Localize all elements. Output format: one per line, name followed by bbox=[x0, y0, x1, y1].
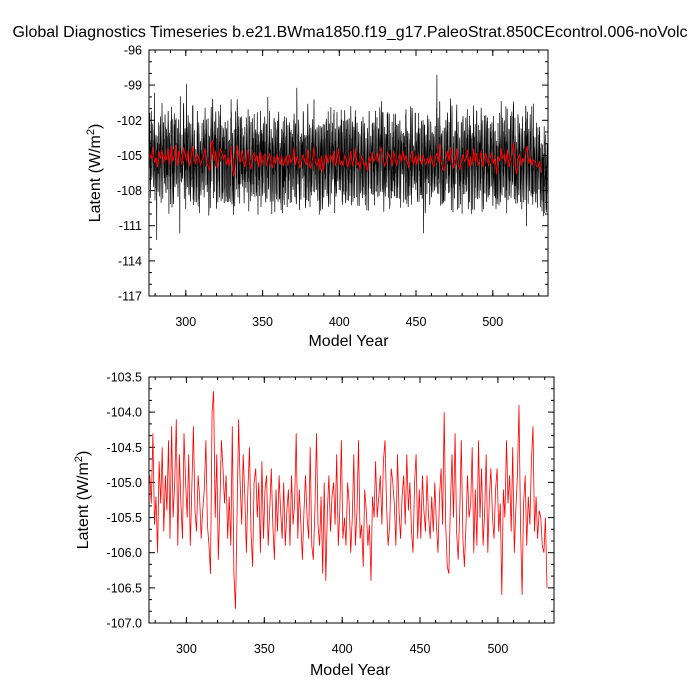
x-tick-label: 350 bbox=[254, 642, 275, 656]
figure-title: Global Diagnostics Timeseries b.e21.BWma… bbox=[12, 24, 687, 41]
y-axis-label: Latent (W/m2) bbox=[73, 451, 92, 550]
x-tick-label: 400 bbox=[329, 315, 350, 329]
x-tick-label: 500 bbox=[482, 315, 503, 329]
x-tick-label: 500 bbox=[487, 642, 508, 656]
x-tick-label: 300 bbox=[175, 315, 196, 329]
y-tick-label: -104.5 bbox=[107, 441, 142, 455]
y-axis-label: Latent (W/m2) bbox=[85, 124, 104, 223]
y-tick-label: -117 bbox=[118, 290, 142, 304]
y-tick-label: -106.0 bbox=[107, 546, 142, 560]
x-tick-label: 450 bbox=[406, 315, 427, 329]
x-tick-label: 400 bbox=[332, 642, 353, 656]
y-tick-label: -106.5 bbox=[107, 581, 142, 595]
x-tick-label: 300 bbox=[176, 642, 197, 656]
data-marks bbox=[148, 74, 549, 241]
y-tick-label: -114 bbox=[118, 254, 142, 268]
y-tick-label: -108 bbox=[117, 184, 142, 198]
y-tick-label: -105.5 bbox=[107, 511, 142, 525]
y-tick-label: -107.0 bbox=[107, 617, 142, 631]
x-tick-label: 350 bbox=[252, 315, 273, 329]
y-tick-label: -96 bbox=[124, 44, 142, 58]
y-tick-label: -103.5 bbox=[107, 371, 142, 385]
monthly-series-line bbox=[148, 74, 549, 241]
annual-series-line bbox=[149, 391, 548, 609]
y-tick-label: -99 bbox=[124, 79, 142, 93]
x-tick-label: 450 bbox=[410, 642, 431, 656]
y-tick-label: -104.0 bbox=[107, 406, 142, 420]
data-marks bbox=[149, 391, 548, 609]
chart-annual: 300 350 400 450 500 -103.5 -104.0 -104.5 -105.0 -… bbox=[73, 371, 555, 679]
annual-series-line bbox=[149, 140, 542, 177]
y-tick-label: -111 bbox=[119, 219, 142, 233]
tick-marks bbox=[149, 376, 554, 624]
tick-labels: 300 350 400 450 500 -96 -99 -102 -105 -108 -111 -11… bbox=[117, 44, 503, 330]
plot-frame bbox=[148, 376, 555, 624]
tick-labels: 300 350 400 450 500 -103.5 -104.0 -104.5 -105.0 -… bbox=[107, 371, 509, 657]
chart-monthly: 300 350 400 450 500 -96 -99 -102 -105 -108 -111 -11… bbox=[85, 44, 549, 350]
x-axis-label: Model Year bbox=[308, 333, 389, 350]
y-tick-label: -105 bbox=[117, 149, 142, 163]
plot-frame bbox=[148, 49, 549, 297]
y-tick-label: -102 bbox=[117, 114, 142, 128]
x-axis-label: Model Year bbox=[310, 662, 391, 679]
y-tick-label: -105.0 bbox=[107, 476, 142, 490]
